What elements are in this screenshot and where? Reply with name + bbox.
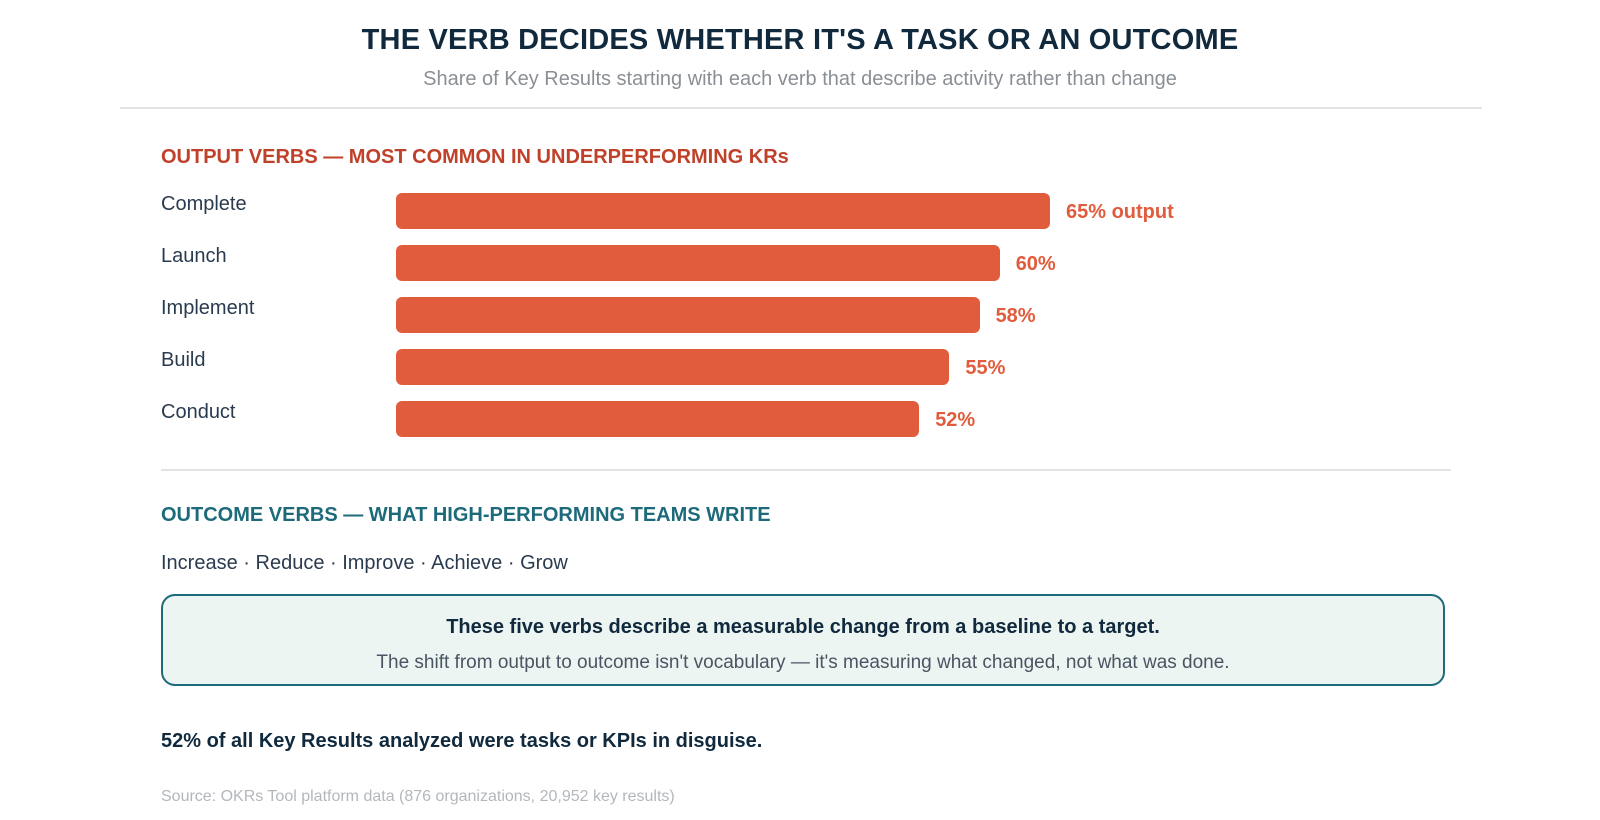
verb-separator: · (414, 552, 432, 574)
bar-label: Conduct (161, 401, 236, 423)
bar-label: Implement (161, 297, 255, 319)
verb-separator: · (237, 552, 256, 574)
outcome-verb: Improve (342, 552, 415, 574)
bar-value-label: 58% (995, 305, 1036, 327)
chart-subtitle: Share of Key Results starting with each … (423, 68, 1177, 90)
bar-value-label: 55% (965, 357, 1006, 379)
bar (396, 401, 920, 437)
bar-value-label: 60% (1015, 253, 1056, 275)
verb-separator: · (502, 552, 521, 574)
bar (396, 349, 950, 385)
header-divider (120, 107, 1482, 109)
outcome-verb: Achieve (431, 552, 503, 574)
bar-label: Launch (161, 245, 227, 267)
bar-label: Build (161, 349, 206, 371)
verb-separator: · (324, 552, 343, 574)
chart-title: THE VERB DECIDES WHETHER IT'S A TASK OR … (361, 24, 1239, 56)
bar (396, 297, 980, 333)
callout-box: These five verbs describe a measurable c… (161, 594, 1445, 686)
bar-value-label: 52% (935, 409, 976, 431)
source-note: Source: OKRs Tool platform data (876 org… (161, 788, 675, 805)
bar-label: Complete (161, 193, 247, 215)
outcome-verb: Grow (520, 552, 568, 574)
summary-stat: 52% of all Key Results analyzed were tas… (161, 730, 763, 752)
callout-body: The shift from output to outcome isn't v… (376, 652, 1230, 673)
outcome-verb: Increase (161, 552, 238, 574)
section-divider (161, 469, 1451, 471)
callout-headline: These five verbs describe a measurable c… (446, 616, 1160, 638)
outcome-verb: Reduce (255, 552, 325, 574)
bar (396, 193, 1050, 229)
bar-value-label: 65% output (1066, 201, 1174, 223)
output-section-heading: OUTPUT VERBS — MOST COMMON IN UNDERPERFO… (161, 146, 789, 168)
bar (396, 245, 1000, 281)
outcome-verb-list: Increase · Reduce · Improve · Achieve · … (161, 552, 568, 575)
outcome-section-heading: OUTCOME VERBS — WHAT HIGH-PERFORMING TEA… (161, 504, 771, 526)
